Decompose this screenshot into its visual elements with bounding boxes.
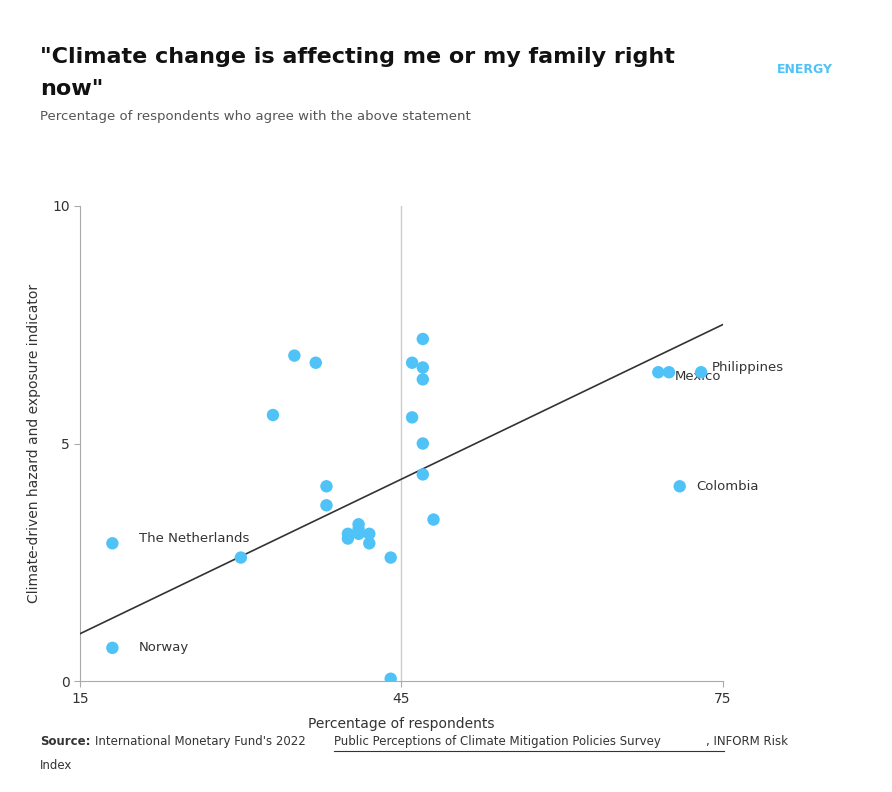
Text: The Netherlands: The Netherlands	[139, 532, 250, 545]
Text: Index: Index	[40, 760, 72, 772]
Point	[405, 356, 419, 369]
Point	[351, 518, 366, 531]
Text: WIRE: WIRE	[787, 88, 823, 101]
Point	[416, 468, 430, 481]
Point	[105, 642, 120, 654]
Text: now": now"	[40, 79, 103, 99]
Point	[405, 411, 419, 424]
Point	[319, 499, 334, 512]
Point	[341, 527, 355, 540]
Point	[266, 409, 280, 421]
Point	[426, 513, 441, 526]
Point	[384, 672, 398, 685]
Point	[105, 537, 120, 550]
Point	[416, 373, 430, 386]
Text: ENERGY: ENERGY	[777, 63, 833, 76]
Point	[416, 361, 430, 374]
X-axis label: Percentage of respondents: Percentage of respondents	[308, 717, 495, 731]
Point	[309, 356, 323, 369]
Point	[287, 349, 301, 362]
Text: Colombia: Colombia	[696, 480, 758, 493]
Point	[362, 537, 376, 550]
Point	[319, 480, 334, 493]
Text: Percentage of respondents who agree with the above statement: Percentage of respondents who agree with…	[40, 110, 471, 123]
Point	[416, 333, 430, 345]
Point	[341, 532, 355, 545]
Point	[651, 366, 665, 379]
Point	[694, 366, 708, 379]
Y-axis label: Climate-driven hazard and exposure indicator: Climate-driven hazard and exposure indic…	[27, 284, 41, 603]
Point	[351, 523, 366, 535]
Text: CLEAN: CLEAN	[782, 37, 828, 51]
Text: , INFORM Risk: , INFORM Risk	[706, 736, 789, 748]
Text: Mexico: Mexico	[674, 371, 721, 383]
Point	[416, 437, 430, 450]
Point	[384, 551, 398, 564]
Text: Philippines: Philippines	[712, 361, 784, 374]
Text: Source:: Source:	[40, 736, 91, 748]
Text: International Monetary Fund's 2022: International Monetary Fund's 2022	[95, 736, 309, 748]
Point	[362, 527, 376, 540]
Point	[673, 480, 687, 493]
Text: Norway: Norway	[139, 642, 189, 654]
Point	[662, 366, 676, 379]
Text: Public Perceptions of Climate Mitigation Policies Survey: Public Perceptions of Climate Mitigation…	[334, 736, 660, 748]
Point	[234, 551, 248, 564]
Text: "Climate change is affecting me or my family right: "Climate change is affecting me or my fa…	[40, 48, 675, 67]
Point	[351, 527, 366, 540]
